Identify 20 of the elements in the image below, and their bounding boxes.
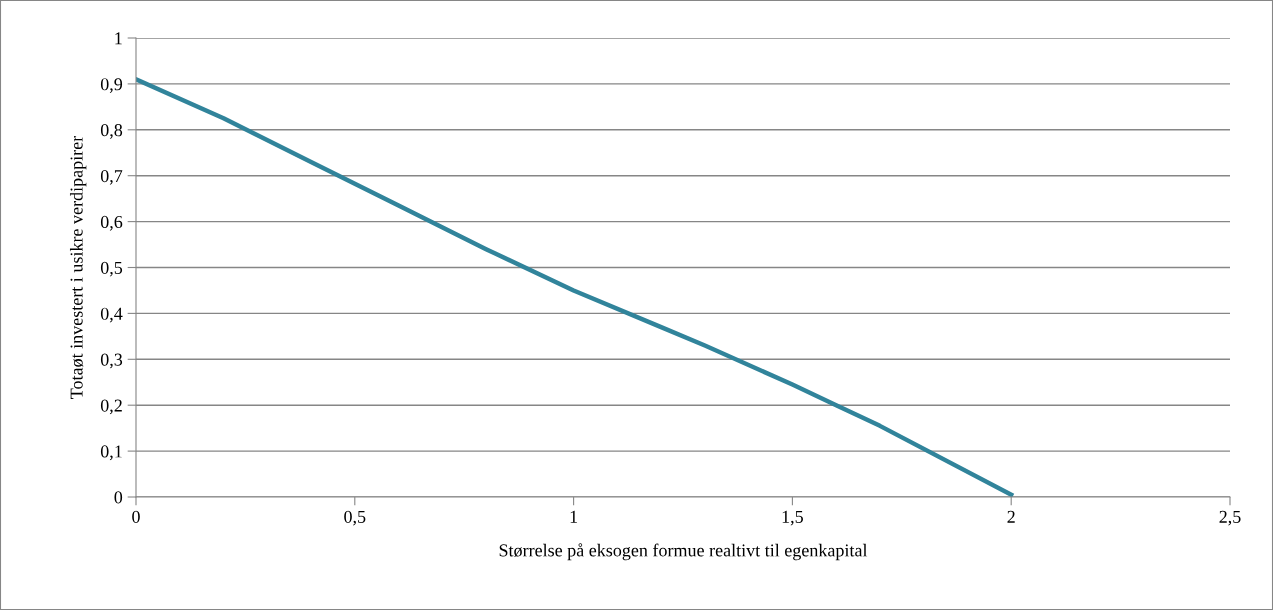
x-tick-label: 2,5 xyxy=(1219,510,1241,526)
x-tick-label: 0 xyxy=(132,510,140,523)
y-tick-label: 1 xyxy=(115,32,122,45)
x-axis-title: Størrelse på eksogen formue realtivt til egenkapital xyxy=(499,543,868,561)
line-series xyxy=(136,77,1014,497)
y-tick-label: 0,4 xyxy=(100,307,123,323)
y-tick-label: 0,3 xyxy=(100,353,123,369)
y-tick-label: 0,9 xyxy=(100,78,123,93)
y-tick-label: 0,7 xyxy=(100,169,123,185)
y-axis-title: Totaøt investert i usikre verdipapirer xyxy=(69,135,87,399)
x-tick-label: 1,5 xyxy=(782,510,803,526)
x-tick-label: 2 xyxy=(1007,510,1015,523)
y-tick-label: 0,1 xyxy=(100,445,122,461)
x-tick-label: 1 xyxy=(570,510,578,523)
y-tick-label: 0,6 xyxy=(100,215,123,231)
x-tick-label: 0,5 xyxy=(344,510,366,526)
y-tick-label: 0,8 xyxy=(100,124,123,139)
y-tick-label: 0 xyxy=(114,491,123,504)
y-tick-label: 0,2 xyxy=(100,399,122,415)
y-tick-label: 0,5 xyxy=(100,261,123,277)
